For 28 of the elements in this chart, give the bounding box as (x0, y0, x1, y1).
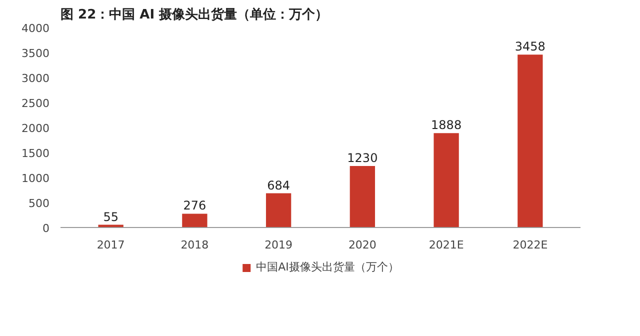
data-label: 3458 (514, 40, 546, 54)
y-tick-label: 2500 (22, 97, 50, 110)
y-tick-label: 2000 (22, 122, 50, 135)
data-label: 1230 (347, 151, 378, 165)
x-tick-label: 2020 (348, 238, 376, 252)
chart-title: 图 22：中国 AI 摄像头出货量（单位：万个） (60, 6, 328, 22)
bar (350, 166, 376, 228)
bar (266, 193, 292, 228)
y-tick-label: 3000 (22, 72, 50, 85)
x-tick-label: 2021E (428, 238, 464, 252)
data-label: 1888 (431, 118, 462, 132)
bar (182, 214, 208, 228)
y-tick-label: 1000 (22, 172, 50, 185)
data-label: 276 (183, 198, 206, 213)
y-tick-label: 1500 (22, 147, 50, 160)
x-tick-label: 2019 (264, 238, 293, 252)
bar (434, 133, 459, 228)
y-tick-label: 0 (42, 222, 50, 235)
data-label: 55 (103, 210, 118, 224)
y-tick-label: 500 (28, 197, 50, 210)
data-label: 684 (267, 178, 290, 192)
y-tick-label: 3500 (22, 47, 50, 60)
x-tick-label: 2018 (180, 238, 209, 252)
y-tick-label: 4000 (22, 22, 50, 35)
bar (518, 54, 543, 228)
legend-label: 中国AI摄像头出货量（万个） (256, 260, 399, 274)
x-tick-label: 2022E (512, 238, 548, 252)
x-tick-label: 2017 (96, 238, 125, 252)
